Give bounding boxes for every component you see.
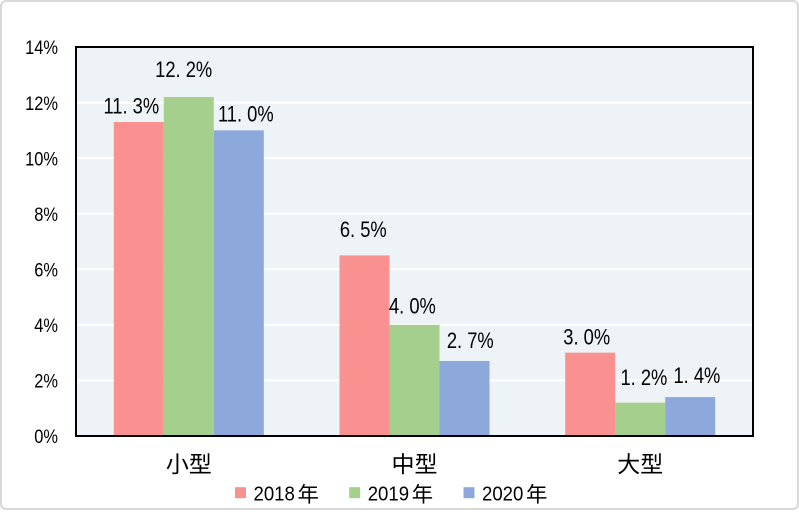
svg-text:2%: 2% xyxy=(34,370,58,392)
svg-text:6%: 6% xyxy=(34,259,58,281)
svg-text:0%: 0% xyxy=(34,426,58,448)
svg-text:2019: 2019 xyxy=(368,484,409,506)
svg-text:14%: 14% xyxy=(25,37,58,59)
svg-text:2020: 2020 xyxy=(482,484,523,506)
svg-text:4. 0%: 4. 0% xyxy=(389,294,436,319)
svg-text:6. 5%: 6. 5% xyxy=(340,217,387,242)
svg-text:12%: 12% xyxy=(25,92,58,114)
svg-text:2. 7%: 2. 7% xyxy=(447,328,494,353)
svg-text:4%: 4% xyxy=(34,315,58,337)
svg-text:11. 0%: 11. 0% xyxy=(218,102,274,127)
svg-text:8%: 8% xyxy=(34,203,58,225)
svg-text:2018: 2018 xyxy=(254,484,295,506)
svg-text:12. 2%: 12. 2% xyxy=(155,57,212,82)
svg-text:11. 3%: 11. 3% xyxy=(103,94,159,119)
svg-text:10%: 10% xyxy=(25,148,58,170)
svg-text:3. 0%: 3. 0% xyxy=(563,325,610,350)
svg-text:1. 2%: 1. 2% xyxy=(620,365,667,390)
svg-text:1. 4%: 1. 4% xyxy=(673,363,720,388)
